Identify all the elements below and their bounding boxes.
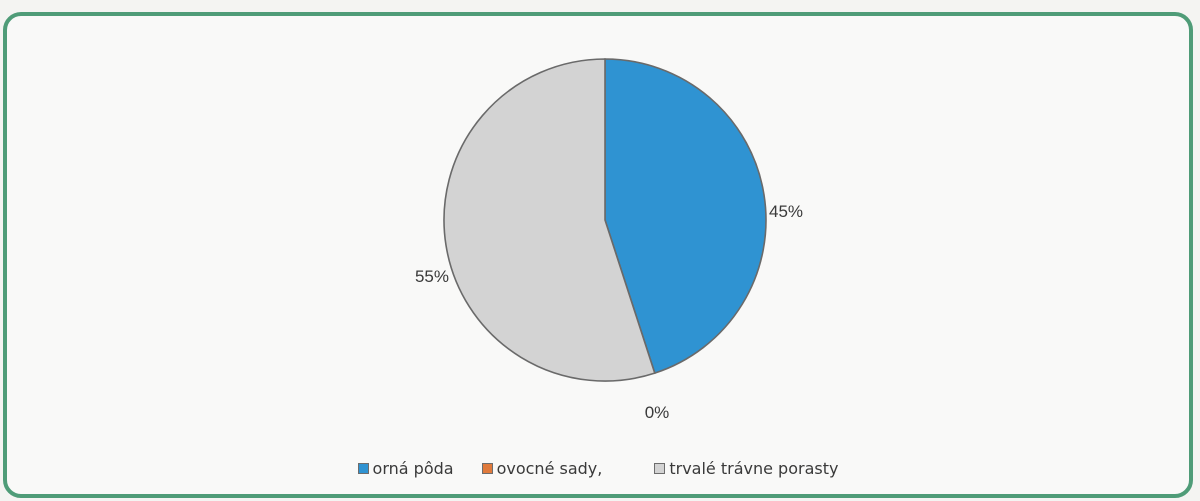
legend-item-trvale-travne-porasty: trvalé trávne porasty [654, 459, 838, 478]
legend-label: ovocné sady, [496, 459, 603, 478]
chart-legend: orná pôda ovocné sady, trvalé trávne por… [7, 459, 1189, 478]
pie-slice-0 [604, 58, 767, 375]
pie-data-label: 55% [415, 267, 449, 286]
legend-label: orná pôda [372, 459, 454, 478]
pie-chart: 45% 0% 55% [415, 58, 803, 422]
pie-slice-2 [443, 58, 656, 382]
legend-swatch [357, 463, 369, 474]
pie-data-label: 0% [645, 403, 670, 422]
legend-item-ovocne-sady: ovocné sady, [481, 459, 603, 478]
chart-frame: 45% 0% 55% orná pôda ovocné sady, trvalé t… [3, 12, 1193, 498]
legend-swatch [481, 463, 493, 474]
pie-data-label: 45% [769, 202, 803, 221]
legend-item-orna-poda: orná pôda [357, 459, 454, 478]
legend-swatch [654, 463, 666, 474]
legend-label: trvalé trávne porasty [669, 459, 839, 478]
